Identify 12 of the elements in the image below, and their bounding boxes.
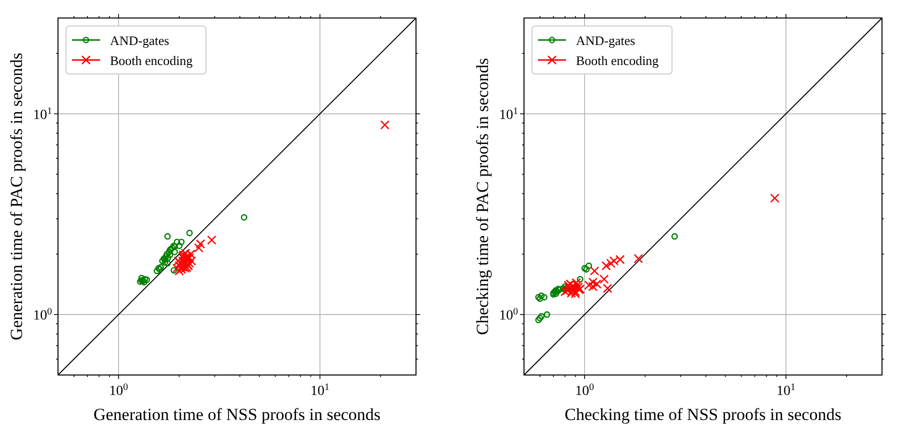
legend-label: Booth encoding <box>576 53 660 68</box>
legend-label: AND-gates <box>576 33 636 48</box>
x-tick-label: 10$^{0}$ <box>109 382 128 399</box>
legend-label: Booth encoding <box>110 53 194 68</box>
x-tick-label: 10$^{0}$ <box>575 382 594 399</box>
legend-label: AND-gates <box>110 33 170 48</box>
x-axis-title: Generation time of NSS proofs in seconds <box>93 405 381 424</box>
x-axis-title: Checking time of NSS proofs in seconds <box>564 405 842 424</box>
x-tick-label: 10$^{1}$ <box>776 382 796 399</box>
x-tick-label: 10$^{1}$ <box>310 382 330 399</box>
y-axis-title: Checking time of PAC proofs in seconds <box>473 58 492 336</box>
y-axis-title: Generation time of PAC proofs in seconds <box>7 52 26 340</box>
